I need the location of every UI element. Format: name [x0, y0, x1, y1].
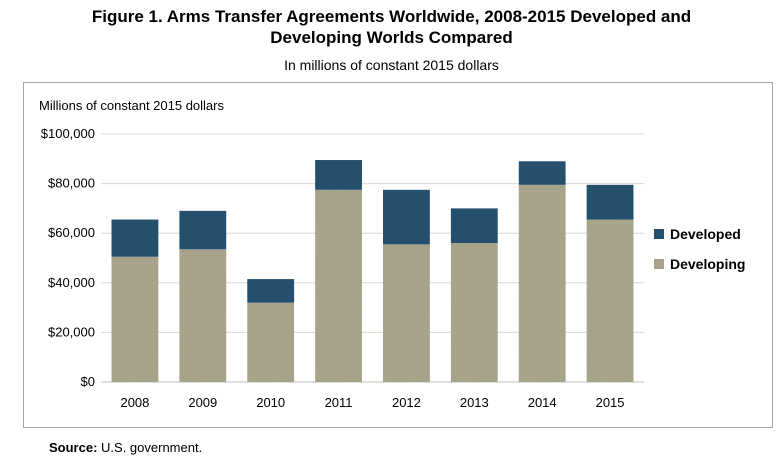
stacked-bar-chart: Millions of constant 2015 dollars $0 $20,…	[39, 98, 745, 410]
legend-swatch-developing	[654, 259, 664, 269]
y-tick-label: $0	[81, 374, 95, 389]
x-tick-label: 2011	[325, 395, 353, 410]
x-tick-label: 2012	[392, 395, 421, 410]
x-tick-label: 2010	[256, 395, 285, 410]
bar-developed	[315, 160, 362, 190]
bar-developing	[518, 184, 566, 382]
y-tick-label: $60,000	[48, 225, 95, 240]
source-note: Source: U.S. government.	[49, 440, 202, 455]
legend-label-developing: Developing	[670, 256, 745, 272]
source-label: Source:	[49, 440, 98, 455]
chart-title: Figure 1. Arms Transfer Agreements World…	[0, 6, 783, 48]
x-tick-label: 2014	[528, 395, 557, 410]
bar-developing	[111, 256, 159, 382]
legend-label-developed: Developed	[670, 226, 741, 242]
bar-developing	[247, 302, 295, 382]
legend-swatch-developed	[654, 229, 664, 239]
chart-title-line-1: Figure 1. Arms Transfer Agreements World…	[91, 7, 692, 26]
y-tick-label: $80,000	[48, 176, 95, 191]
x-tick-label: 2015	[596, 395, 625, 410]
bar-developing	[586, 219, 634, 382]
bar-developed	[111, 219, 159, 257]
bar-developed	[179, 210, 227, 250]
source-text: U.S. government.	[101, 440, 203, 455]
chart-title-line-2: Developing Worlds Compared	[270, 28, 513, 47]
bar-developed	[450, 208, 498, 244]
bar-developing	[315, 189, 362, 382]
x-tick-label: 2013	[460, 395, 489, 410]
chart-subtitle: In millions of constant 2015 dollars	[284, 57, 499, 73]
x-tick-label: 2008	[120, 395, 149, 410]
bar-developing	[179, 249, 227, 382]
bar-developed	[383, 189, 430, 245]
x-tick-label: 2009	[188, 395, 217, 410]
bar-developed	[518, 161, 566, 185]
bar-developing	[450, 243, 498, 382]
bar-developing	[383, 244, 430, 382]
y-tick-label: $100,000	[41, 126, 95, 141]
bar-developed	[586, 184, 634, 220]
bar-developed	[247, 279, 295, 303]
y-tick-label: $40,000	[48, 275, 95, 290]
y-axis-title: Millions of constant 2015 dollars	[39, 98, 224, 113]
y-tick-label: $20,000	[48, 324, 95, 339]
chart-frame: Millions of constant 2015 dollars $0 $20,…	[23, 82, 773, 428]
